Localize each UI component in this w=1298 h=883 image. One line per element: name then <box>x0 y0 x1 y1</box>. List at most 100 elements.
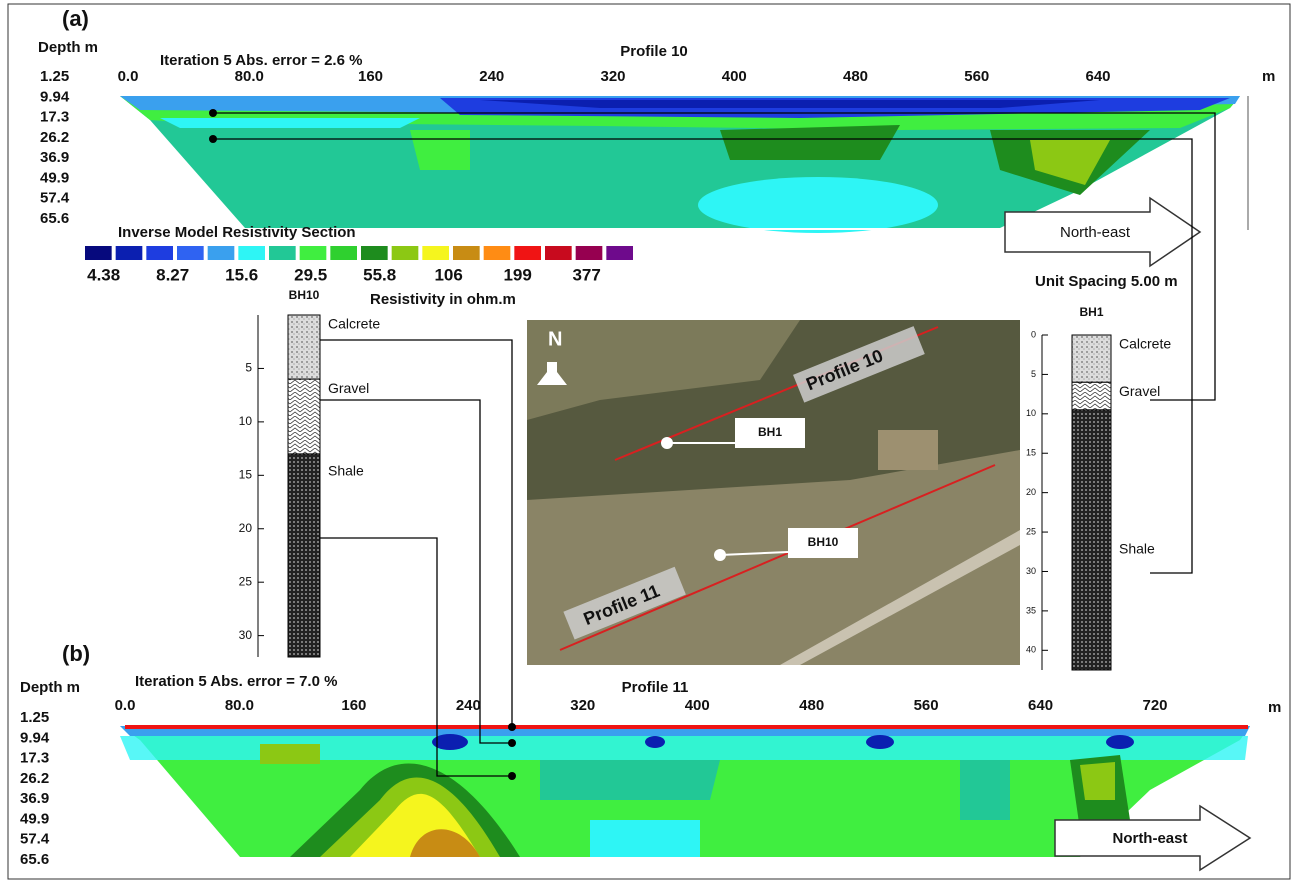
iteration: Iteration 5 Abs. error = 2.6 % <box>160 52 362 69</box>
x-label: 320 <box>570 697 595 714</box>
legend-swatch <box>545 246 572 260</box>
legend-label: 377 <box>572 265 600 284</box>
depth-label: 57.4 <box>20 831 50 848</box>
x-label: 240 <box>479 68 504 85</box>
tick-label: 20 <box>1026 487 1036 497</box>
legend-swatch <box>269 246 296 260</box>
layer-name: Calcrete <box>1119 336 1171 352</box>
depth-label: 65.6 <box>20 851 49 868</box>
legend-swatch <box>208 246 235 260</box>
borehole-name: BH1 <box>1079 305 1103 319</box>
tick-label: 0 <box>1031 329 1036 339</box>
map-borehole: BH1 <box>758 425 782 439</box>
x-label: 640 <box>1085 68 1110 85</box>
legend-label: 55.8 <box>363 265 396 284</box>
x-label: 320 <box>600 68 625 85</box>
unit-spacing: Unit Spacing 5.00 m <box>1035 273 1178 290</box>
layer <box>1072 410 1111 670</box>
x-label: 480 <box>843 68 868 85</box>
legend-swatch <box>300 246 327 260</box>
depth-title: Depth m <box>38 39 98 56</box>
x-label: 160 <box>358 68 383 85</box>
legend-label: 199 <box>503 265 531 284</box>
tick-label: 40 <box>1026 645 1036 655</box>
layer <box>288 315 320 379</box>
legend-swatch <box>146 246 173 260</box>
x-unit: m <box>1262 68 1275 85</box>
depth-label: 17.3 <box>40 109 69 126</box>
depth-label: 49.9 <box>20 810 49 827</box>
legend-swatch <box>361 246 388 260</box>
legend-swatch <box>514 246 541 260</box>
layer <box>1072 335 1111 382</box>
x-label: 560 <box>914 697 939 714</box>
layer <box>288 379 320 454</box>
tick-label: 30 <box>1026 566 1036 576</box>
depth-label: 9.94 <box>40 88 70 105</box>
x-label: 400 <box>722 68 747 85</box>
x-label: 560 <box>964 68 989 85</box>
legend-swatch <box>422 246 449 260</box>
legend-label: 29.5 <box>294 265 327 284</box>
tick-label: 10 <box>1026 408 1036 418</box>
depth-label: 57.4 <box>40 190 70 207</box>
tick-label: 10 <box>239 414 253 428</box>
depth-label: 9.94 <box>20 729 50 746</box>
depth-label: 17.3 <box>20 750 49 767</box>
iteration: Iteration 5 Abs. error = 7.0 % <box>135 673 337 690</box>
layer-name: Gravel <box>328 380 369 396</box>
layer <box>1072 382 1111 410</box>
x-label: 0.0 <box>115 697 136 714</box>
legend-label: 106 <box>434 265 462 284</box>
x-label: 480 <box>799 697 824 714</box>
tick-label: 30 <box>239 628 253 642</box>
legend-swatch <box>576 246 603 260</box>
legend-swatch <box>238 246 265 260</box>
legend-swatch <box>453 246 480 260</box>
legend-unit: Resistivity in ohm.m <box>370 291 516 308</box>
x-label: 160 <box>341 697 366 714</box>
depth-label: 1.25 <box>40 68 69 85</box>
legend-label: 4.38 <box>87 265 120 284</box>
depth-label: 49.9 <box>40 169 69 186</box>
x-label: 0.0 <box>118 68 139 85</box>
x-label: 80.0 <box>225 697 254 714</box>
tick-label: 20 <box>239 521 253 535</box>
layer-name: Calcrete <box>328 316 380 332</box>
depth-label: 65.6 <box>40 210 69 227</box>
depth-label: 1.25 <box>20 709 49 726</box>
x-unit: m <box>1268 699 1281 716</box>
layer <box>288 454 320 657</box>
legend-swatch <box>392 246 419 260</box>
tick-label: 25 <box>239 574 253 588</box>
figure: (a) (b) Depth m Depth m Iteration 5 Abs.… <box>0 0 1298 883</box>
legend-swatch <box>606 246 633 260</box>
profile-title: Profile 10 <box>620 43 688 60</box>
panel-label: (b) <box>62 641 90 666</box>
tick-label: 5 <box>1031 369 1036 379</box>
legend-swatch <box>484 246 511 260</box>
depth-label: 26.2 <box>40 129 69 146</box>
x-label: 720 <box>1142 697 1167 714</box>
tick-label: 35 <box>1026 605 1036 615</box>
x-label: 240 <box>456 697 481 714</box>
depth-label: 36.9 <box>20 790 49 807</box>
tick-label: 25 <box>1026 526 1036 536</box>
depth-label: 36.9 <box>40 149 69 166</box>
tick-label: 5 <box>245 361 252 375</box>
x-label: 80.0 <box>235 68 264 85</box>
legend-swatch <box>85 246 112 260</box>
legend-label: 8.27 <box>156 265 189 284</box>
depth-label: 26.2 <box>20 770 49 787</box>
depth-title: Depth m <box>20 679 80 696</box>
tick-label: 15 <box>1026 448 1036 458</box>
legend-swatch <box>177 246 204 260</box>
layer-name: Shale <box>328 463 364 479</box>
direction: North-east <box>1112 830 1187 847</box>
borehole-name: BH10 <box>289 288 320 302</box>
legend-title: Inverse Model Resistivity Section <box>118 224 356 241</box>
north: N <box>548 328 562 350</box>
layer-name: Gravel <box>1119 383 1160 399</box>
profile-title: Profile 11 <box>622 679 689 696</box>
legend-swatch <box>330 246 357 260</box>
